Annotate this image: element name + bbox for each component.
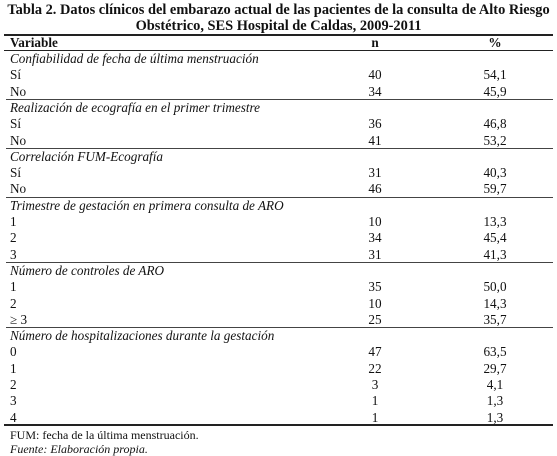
row-label: No [10, 181, 27, 197]
column-header-variable: Variable [10, 35, 58, 50]
row-label: 1 [10, 214, 17, 229]
row-label: 0 [10, 344, 17, 360]
row-percent: 14,3 [483, 295, 507, 311]
row-label: 2 [10, 295, 17, 311]
row-percent: 45,4 [483, 230, 507, 246]
row-count: 22 [368, 360, 382, 376]
footnote-abbreviation: FUM: fecha de la última menstruación. [10, 428, 199, 442]
section-divider [6, 327, 553, 329]
row-label: 3 [10, 393, 17, 409]
row-label: ≥ 3 [10, 311, 28, 327]
row-label: No [10, 132, 27, 148]
row-percent: 29,7 [483, 360, 507, 376]
section-divider [6, 147, 553, 149]
row-percent: 1,3 [486, 409, 504, 425]
row-label: Sí [10, 67, 21, 83]
row-percent: 41,3 [483, 246, 507, 262]
row-count: 31 [368, 246, 382, 262]
row-percent: 45,9 [483, 83, 507, 99]
row-count: 10 [368, 295, 382, 311]
row-percent: 50,0 [483, 279, 507, 295]
row-count: 46 [368, 181, 382, 197]
section-title: Confiabilidad de fecha de última menstru… [10, 51, 259, 66]
table-caption-line-1: Tabla 2. Datos clínicos del embarazo act… [7, 2, 550, 18]
row-count: 47 [368, 344, 382, 360]
row-label: No [10, 83, 27, 99]
header-rule [4, 50, 553, 51]
row-percent: 40,3 [483, 165, 507, 181]
row-percent: 54,1 [483, 67, 507, 83]
row-count: 41 [368, 132, 382, 148]
row-count: 1 [371, 409, 379, 425]
row-count: 3 [371, 377, 379, 392]
row-count: 25 [368, 311, 382, 327]
row-count: 40 [368, 67, 382, 83]
row-count: 34 [368, 230, 382, 246]
row-count: 10 [368, 214, 382, 229]
section-divider [6, 98, 553, 100]
row-label: 2 [10, 230, 17, 246]
table-caption-line-2: Obstétrico, SES Hospital de Caldas, 2009… [135, 18, 422, 34]
section-title: Trimestre de gestación en primera consul… [10, 197, 284, 213]
row-count: 34 [368, 83, 382, 99]
row-label: 2 [10, 377, 17, 392]
row-label: 3 [10, 246, 17, 262]
row-percent: 59,7 [483, 181, 507, 197]
row-count: 35 [368, 279, 382, 295]
section-title: Realización de ecografía en el primer tr… [10, 99, 261, 115]
row-percent: 35,7 [483, 311, 507, 327]
column-header-percent: % [488, 35, 502, 50]
row-label: 1 [10, 279, 17, 295]
section-divider [6, 196, 553, 198]
section-title: Número de controles de ARO [10, 262, 165, 278]
section-divider [6, 261, 553, 263]
section-title: Correlación FUM-Ecografía [10, 148, 163, 164]
row-percent: 4,1 [486, 377, 504, 392]
table-bottom-rule [4, 424, 553, 426]
table-top-rule [4, 34, 553, 36]
row-percent: 13,3 [483, 214, 507, 229]
row-count: 1 [371, 393, 379, 409]
row-count: 36 [368, 116, 382, 132]
row-label: Sí [10, 116, 21, 132]
section-title: Número de hospitalizaciones durante la g… [10, 328, 275, 344]
column-header-n: n [371, 35, 379, 50]
row-label: 1 [10, 360, 17, 376]
row-percent: 53,2 [483, 132, 507, 148]
row-percent: 63,5 [483, 344, 507, 360]
row-percent: 46,8 [483, 116, 507, 132]
row-label: 4 [10, 409, 17, 425]
footnote-source: Fuente: Elaboración propia. [10, 442, 148, 456]
row-label: Sí [10, 165, 21, 181]
row-count: 31 [368, 165, 382, 181]
row-percent: 1,3 [486, 393, 504, 409]
